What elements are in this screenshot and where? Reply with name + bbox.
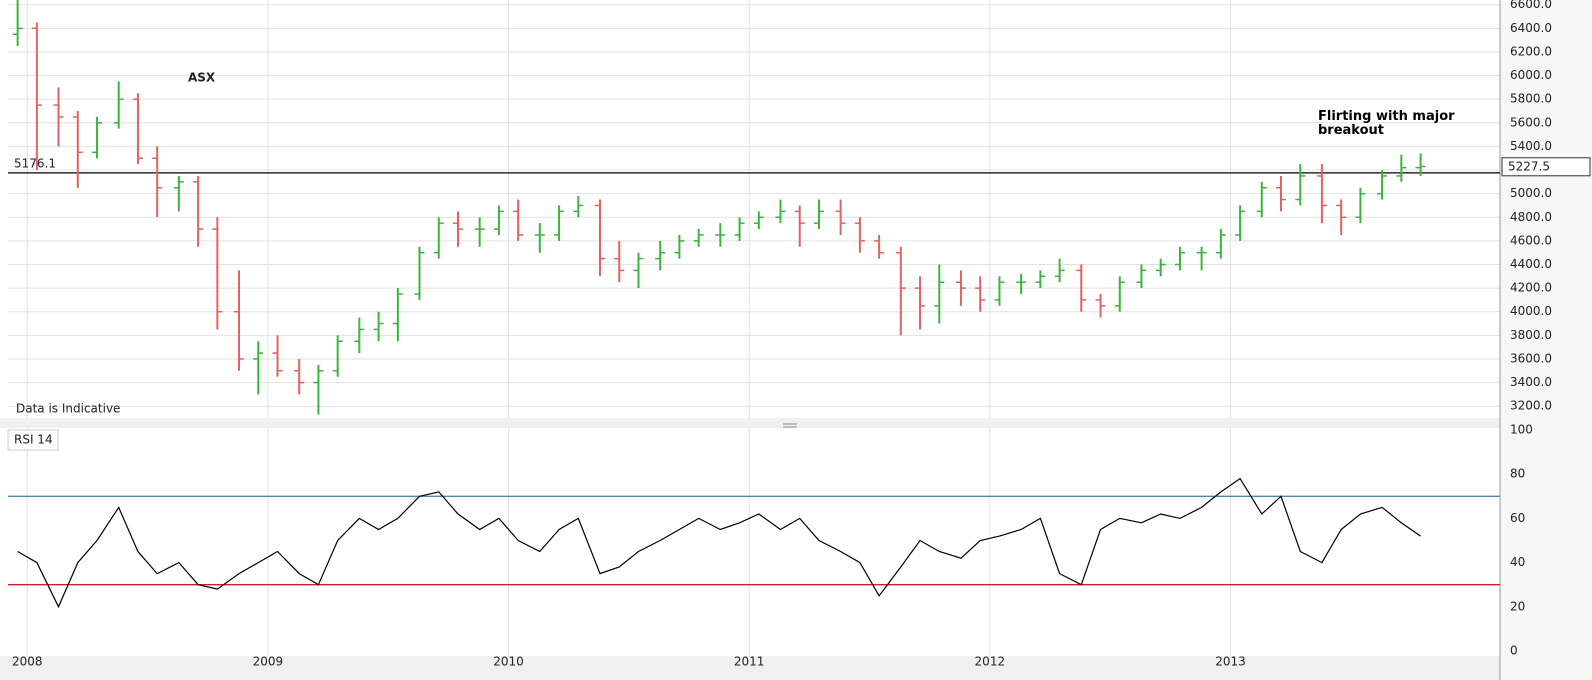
x-tick-label: 2008 xyxy=(12,655,43,669)
annotation-box: Flirting with major breakout xyxy=(1318,110,1455,138)
last-price-box xyxy=(1501,157,1591,177)
axis-area xyxy=(1500,0,1592,680)
chart-title: ASX xyxy=(188,71,216,85)
y-tick-label: 5400.0 xyxy=(1510,139,1552,153)
last-price: 5227.5 xyxy=(1508,159,1550,173)
y-tick-label: 5000.0 xyxy=(1510,186,1552,200)
panel-divider xyxy=(0,418,1500,428)
rsi-line xyxy=(17,477,1421,609)
x-tick-label: 2012 xyxy=(975,655,1006,669)
annotation: Flirting with major breakout xyxy=(1318,110,1455,138)
y-tick-label: 3600.0 xyxy=(1510,351,1552,365)
y-tick-label: 6000.0 xyxy=(1510,68,1552,82)
y-tick-label: 3200.0 xyxy=(1510,399,1552,413)
y-tick-label: 4000.0 xyxy=(1510,304,1552,318)
y-tick-label: 4200.0 xyxy=(1510,281,1552,295)
y-tick-label: 100 xyxy=(1510,423,1533,437)
reference-label: 5176.1 xyxy=(14,156,56,170)
y-tick-label: 5800.0 xyxy=(1510,92,1552,106)
y-tick-label: 6400.0 xyxy=(1510,21,1552,35)
y-tick-label: 6600.0 xyxy=(1510,0,1552,11)
x-tick-label: 2013 xyxy=(1215,655,1246,669)
x-tick-label: 2009 xyxy=(253,655,284,669)
x-tick-label: 2011 xyxy=(734,655,765,669)
y-tick-label: 4600.0 xyxy=(1510,233,1552,247)
y-tick-label: 3800.0 xyxy=(1510,328,1552,342)
y-tick-label: 0 xyxy=(1510,644,1518,658)
note: Data is Indicative xyxy=(16,402,120,416)
y-tick-label: 6200.0 xyxy=(1510,44,1552,58)
x-axis-area xyxy=(0,656,1500,680)
y-tick-label: 20 xyxy=(1510,599,1525,613)
y-tick-label: 60 xyxy=(1510,511,1525,525)
rsi-title: RSI 14 xyxy=(14,433,53,447)
x-tick-label: 2010 xyxy=(493,655,524,669)
y-tick-label: 40 xyxy=(1510,555,1525,569)
y-tick-label: 4800.0 xyxy=(1510,210,1552,224)
y-tick-label: 3400.0 xyxy=(1510,375,1552,389)
y-tick-label: 80 xyxy=(1510,467,1525,481)
y-tick-label: 5600.0 xyxy=(1510,115,1552,129)
rsi-label-box xyxy=(7,429,59,451)
y-tick-label: 4400.0 xyxy=(1510,257,1552,271)
